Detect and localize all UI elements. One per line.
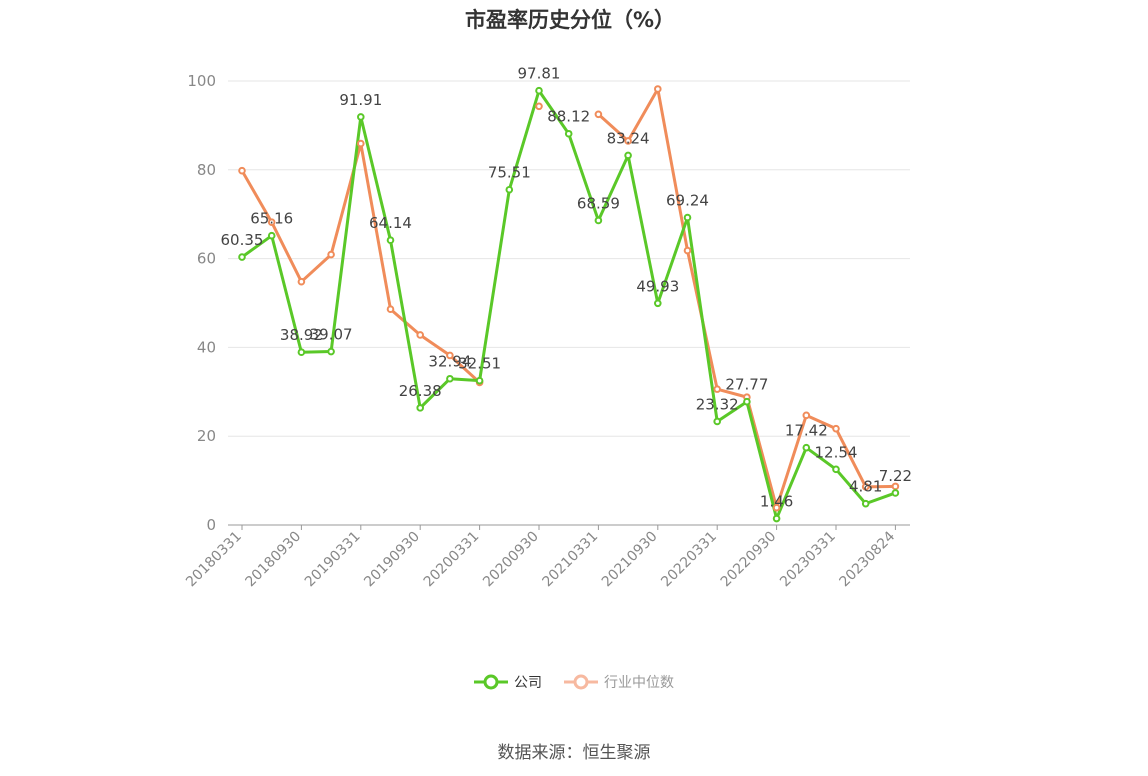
- company-point: [357, 113, 365, 121]
- legend-industry-marker: [564, 674, 598, 690]
- company-data-label: 39.07: [310, 326, 353, 344]
- company-data-label: 69.24: [666, 192, 709, 210]
- x-tick-label: 20230331: [777, 529, 839, 591]
- data-source: 数据来源：恒生聚源: [497, 743, 651, 763]
- legend-item-company[interactable]: 公司: [474, 672, 542, 692]
- company-data-label: 60.35: [221, 231, 264, 249]
- industry-point: [238, 166, 246, 175]
- company-point: [475, 376, 484, 385]
- company-point: [535, 86, 543, 95]
- company-data-label: 75.51: [488, 164, 531, 182]
- company-data-label: 32.94: [428, 353, 471, 371]
- company-point: [238, 253, 246, 261]
- industry-point: [802, 411, 811, 420]
- y-tick-label: 20: [197, 427, 216, 445]
- company-line: [241, 89, 896, 521]
- legend-industry-label: 行业中位数: [604, 675, 674, 691]
- company-data-label: 7.22: [879, 467, 912, 485]
- company-data-label: 23.32: [696, 395, 739, 413]
- company-point: [564, 129, 573, 138]
- series-lines: [240, 87, 896, 521]
- company-point: [832, 465, 840, 474]
- y-tick-label: 0: [206, 516, 216, 534]
- x-tick-label: 20180331: [183, 529, 245, 591]
- y-tick-label: 80: [197, 161, 216, 179]
- grid-layer: 0 20 40 60 80 100: [187, 72, 910, 534]
- company-data-label: 97.81: [518, 65, 561, 83]
- company-data-label: 91.91: [339, 91, 382, 109]
- company-data-label: 49.93: [636, 277, 679, 295]
- company-point: [297, 348, 306, 356]
- company-data-label: 1.46: [760, 493, 793, 511]
- industry-point: [594, 110, 603, 119]
- company-point: [386, 236, 395, 245]
- company-point: [416, 404, 425, 412]
- company-point: [654, 299, 662, 308]
- legend-company-label: 公司: [514, 675, 542, 691]
- company-data-label: 83.24: [607, 129, 650, 147]
- x-tick-label: 20230824: [837, 528, 899, 590]
- y-tick-label: 100: [187, 72, 216, 90]
- y-tick-label: 40: [197, 338, 216, 356]
- industry-point: [267, 218, 276, 226]
- company-data-label: 27.77: [725, 376, 768, 394]
- company-data-label: 88.12: [547, 108, 590, 126]
- line-chart: 0 20 40 60 80 100 201803312018093020190331201…: [183, 65, 913, 591]
- x-tick-label: 20210331: [540, 529, 602, 591]
- company-point: [802, 443, 811, 452]
- industry-point: [624, 137, 632, 145]
- company-data-label: 12.54: [815, 443, 858, 461]
- company-point: [594, 216, 603, 225]
- industry-point: [357, 139, 365, 148]
- industry-point: [535, 102, 543, 111]
- company-data-label: 65.16: [250, 210, 293, 228]
- x-tick-label: 20220930: [718, 529, 780, 591]
- series-points: [238, 85, 900, 523]
- industry-point: [713, 385, 722, 393]
- y-tick-label: 60: [197, 250, 216, 268]
- x-axis: 2018033120180930201903312019093020200331…: [183, 524, 910, 591]
- company-point: [446, 374, 454, 383]
- company-point: [327, 347, 335, 356]
- company-data-label: 32.51: [458, 355, 501, 373]
- company-data-label: 68.59: [577, 194, 620, 212]
- company-point: [861, 499, 870, 508]
- legend: 公司 行业中位数: [0, 672, 1148, 692]
- company-point: [772, 514, 781, 523]
- x-tick-label: 20190331: [302, 529, 364, 591]
- company-data-label: 17.42: [785, 422, 828, 440]
- company-point: [713, 417, 722, 426]
- legend-company-marker: [474, 674, 508, 690]
- x-tick-label: 20180930: [243, 529, 305, 591]
- industry-point: [683, 246, 692, 255]
- company-point: [891, 489, 900, 497]
- company-data-label: 64.14: [369, 214, 412, 232]
- industry-point: [446, 351, 454, 360]
- company-point: [624, 151, 632, 160]
- x-tick-label: 20200930: [480, 529, 542, 591]
- industry-point: [861, 483, 870, 491]
- industry-point: [416, 331, 425, 339]
- company-data-label: 4.81: [849, 478, 882, 496]
- industry-point: [772, 503, 781, 512]
- legend-item-industry[interactable]: 行业中位数: [564, 672, 674, 692]
- company-point: [683, 213, 692, 222]
- company-point: [743, 397, 751, 406]
- company-data-label: 38.92: [280, 326, 323, 344]
- industry-point: [654, 85, 662, 93]
- industry-point: [386, 305, 395, 314]
- company-data-label: 26.38: [399, 382, 442, 400]
- company-point: [267, 231, 276, 240]
- company-point: [505, 185, 514, 194]
- x-tick-label: 20190930: [361, 529, 423, 591]
- x-tick-label: 20200331: [421, 529, 483, 591]
- industry-point: [327, 250, 335, 259]
- industry-point: [297, 277, 306, 286]
- x-tick-label: 20210930: [599, 529, 661, 591]
- x-tick-label: 20220331: [658, 529, 720, 591]
- chart-title: 市盈率历史分位（%）: [464, 8, 676, 32]
- industry-point: [832, 424, 840, 433]
